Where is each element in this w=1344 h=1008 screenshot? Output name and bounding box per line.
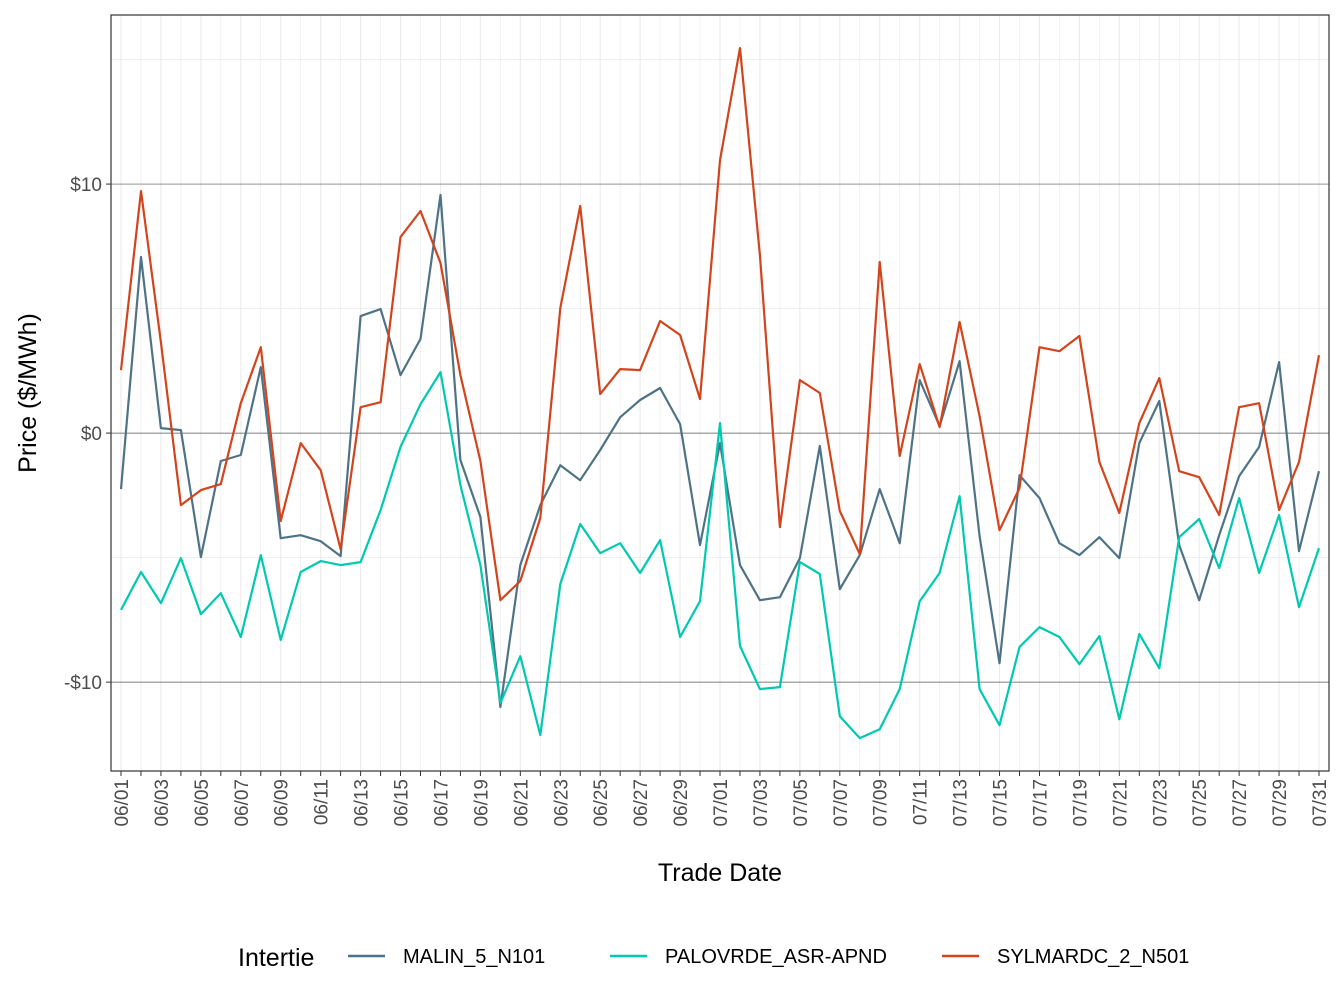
x-tick-label: 07/07 (831, 779, 852, 827)
series-line-malin-5-n101 (119, 193, 1321, 709)
x-tick-label: 07/21 (1110, 779, 1131, 827)
x-tick-label: 06/13 (352, 779, 373, 827)
x-tick-label: 07/13 (951, 779, 972, 827)
x-axis: 06/01 06/03 06/05 06/07 06/09 06/11 06/13 06/15… (112, 771, 1331, 827)
x-tick-label: 07/29 (1270, 779, 1291, 827)
x-tick-label: 06/15 (392, 779, 413, 827)
x-tick-label: 07/27 (1230, 779, 1251, 827)
x-tick-label: 07/15 (991, 779, 1012, 827)
x-tick-label: 07/19 (1070, 779, 1091, 827)
x-tick-label: 07/09 (871, 779, 892, 827)
x-tick-label: 06/07 (232, 779, 253, 827)
x-axis-title: Trade Date (658, 859, 782, 887)
x-tick-label: 07/01 (711, 779, 732, 827)
x-tick-label: 07/03 (751, 779, 772, 827)
series-lines (119, 46, 1321, 740)
x-tick-label: 06/09 (272, 779, 293, 827)
x-tick-label: 06/29 (671, 779, 692, 827)
x-tick-label: 07/17 (1030, 779, 1051, 827)
x-tick-label: 06/19 (471, 779, 492, 827)
y-axis-title: Price ($/MWh) (14, 313, 42, 473)
y-tick-label: $0 (81, 424, 102, 445)
x-tick-label: 07/05 (791, 779, 812, 827)
x-tick-label: 06/21 (511, 779, 532, 827)
y-tick-label: $10 (70, 175, 102, 196)
x-tick-label: 06/11 (312, 779, 333, 825)
x-tick-label: 06/05 (192, 779, 213, 827)
legend: Intertie MALIN_5_N101 PALOVRDE_ASR-APND SY… (238, 944, 1189, 972)
x-tick-label: 07/23 (1150, 779, 1171, 827)
x-tick-label: 06/01 (112, 779, 133, 827)
x-tick-label: 06/25 (591, 779, 612, 827)
x-tick-label: 07/25 (1190, 779, 1211, 827)
series-line-palovrde-asr-apnd (120, 371, 1321, 740)
x-tick-label: 07/31 (1310, 779, 1331, 827)
x-tick-label: 06/17 (431, 779, 452, 827)
y-axis: $10 $0 -$10 (64, 175, 111, 694)
legend-label: SYLMARDC_2_N501 (997, 946, 1189, 968)
x-tick-label: 06/27 (631, 779, 652, 827)
x-tick-label: 06/23 (551, 779, 572, 827)
x-tick-label: 07/11 (911, 779, 932, 825)
legend-title: Intertie (238, 944, 314, 972)
series-line-sylmardc-2-n501 (119, 46, 1321, 602)
y-tick-label: -$10 (64, 673, 102, 694)
legend-label: PALOVRDE_ASR-APND (665, 946, 887, 968)
legend-label: MALIN_5_N101 (403, 946, 545, 968)
grid (111, 15, 1329, 771)
x-tick-label: 06/03 (152, 779, 173, 827)
